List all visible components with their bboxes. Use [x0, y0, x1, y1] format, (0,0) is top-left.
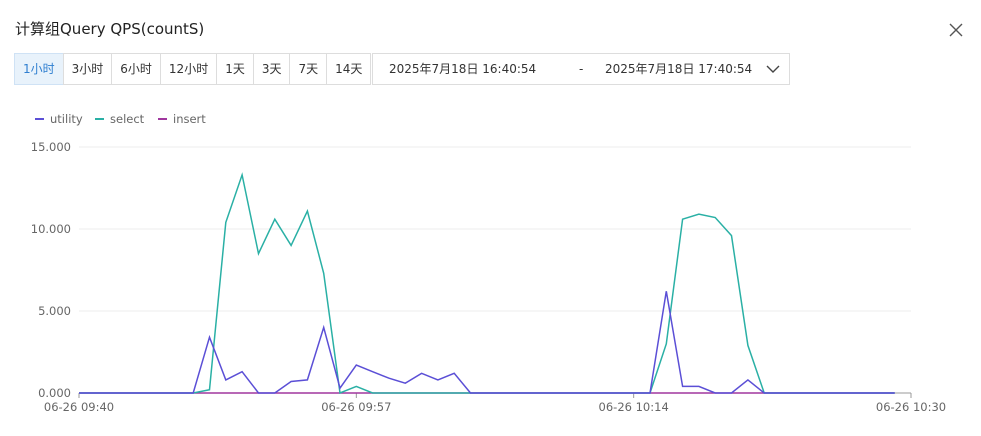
close-button[interactable] [948, 22, 964, 38]
dialog-title: 计算组Query QPS(countS) [15, 20, 205, 38]
series-line [79, 291, 895, 394]
time-range-button[interactable]: 1天 [216, 53, 254, 85]
x-tick-label: 06-26 10:14 [599, 400, 669, 414]
y-tick-label: 5.000 [38, 304, 71, 318]
chart: 0.000 5.000 10.000 15.000 06-26 09:40 06-26 0… [31, 112, 946, 414]
time-range-button[interactable]: 3小时 [62, 53, 113, 85]
time-range-group: 1小时 3小时 6小时 12小时 1天 3天 7天 14天 [14, 53, 372, 85]
date-range-picker[interactable]: 2025年7月18日 16:40:54 - 2025年7月18日 17:40:5… [372, 53, 790, 85]
time-range-button[interactable]: 1小时 [14, 53, 64, 85]
chevron [766, 65, 780, 73]
x-tick-label: 06-26 09:40 [44, 400, 114, 414]
separator: - [579, 62, 584, 76]
time-range-button[interactable]: 7天 [289, 53, 328, 85]
time-range-button[interactable]: 12小时 [159, 53, 218, 85]
series-line [79, 172, 895, 395]
y-tick-label: 15.000 [31, 140, 71, 154]
start-date: 2025年7月18日 16:40:54 [389, 62, 537, 76]
legend-label: insert [173, 112, 206, 126]
x-tick-label: 06-26 10:30 [876, 400, 946, 414]
time-range-button[interactable]: 3天 [252, 53, 291, 85]
time-range-button[interactable]: 14天 [326, 53, 372, 85]
y-tick-label: 0.000 [38, 386, 71, 400]
legend-label: select [110, 112, 145, 126]
y-tick-label: 10.000 [31, 222, 71, 236]
end-date: 2025年7月18日 17:40:54 [605, 62, 753, 76]
legend-label: utility [50, 112, 83, 126]
time-range-button[interactable]: 6小时 [111, 53, 161, 85]
x-tick-label: 06-26 09:57 [321, 400, 391, 414]
